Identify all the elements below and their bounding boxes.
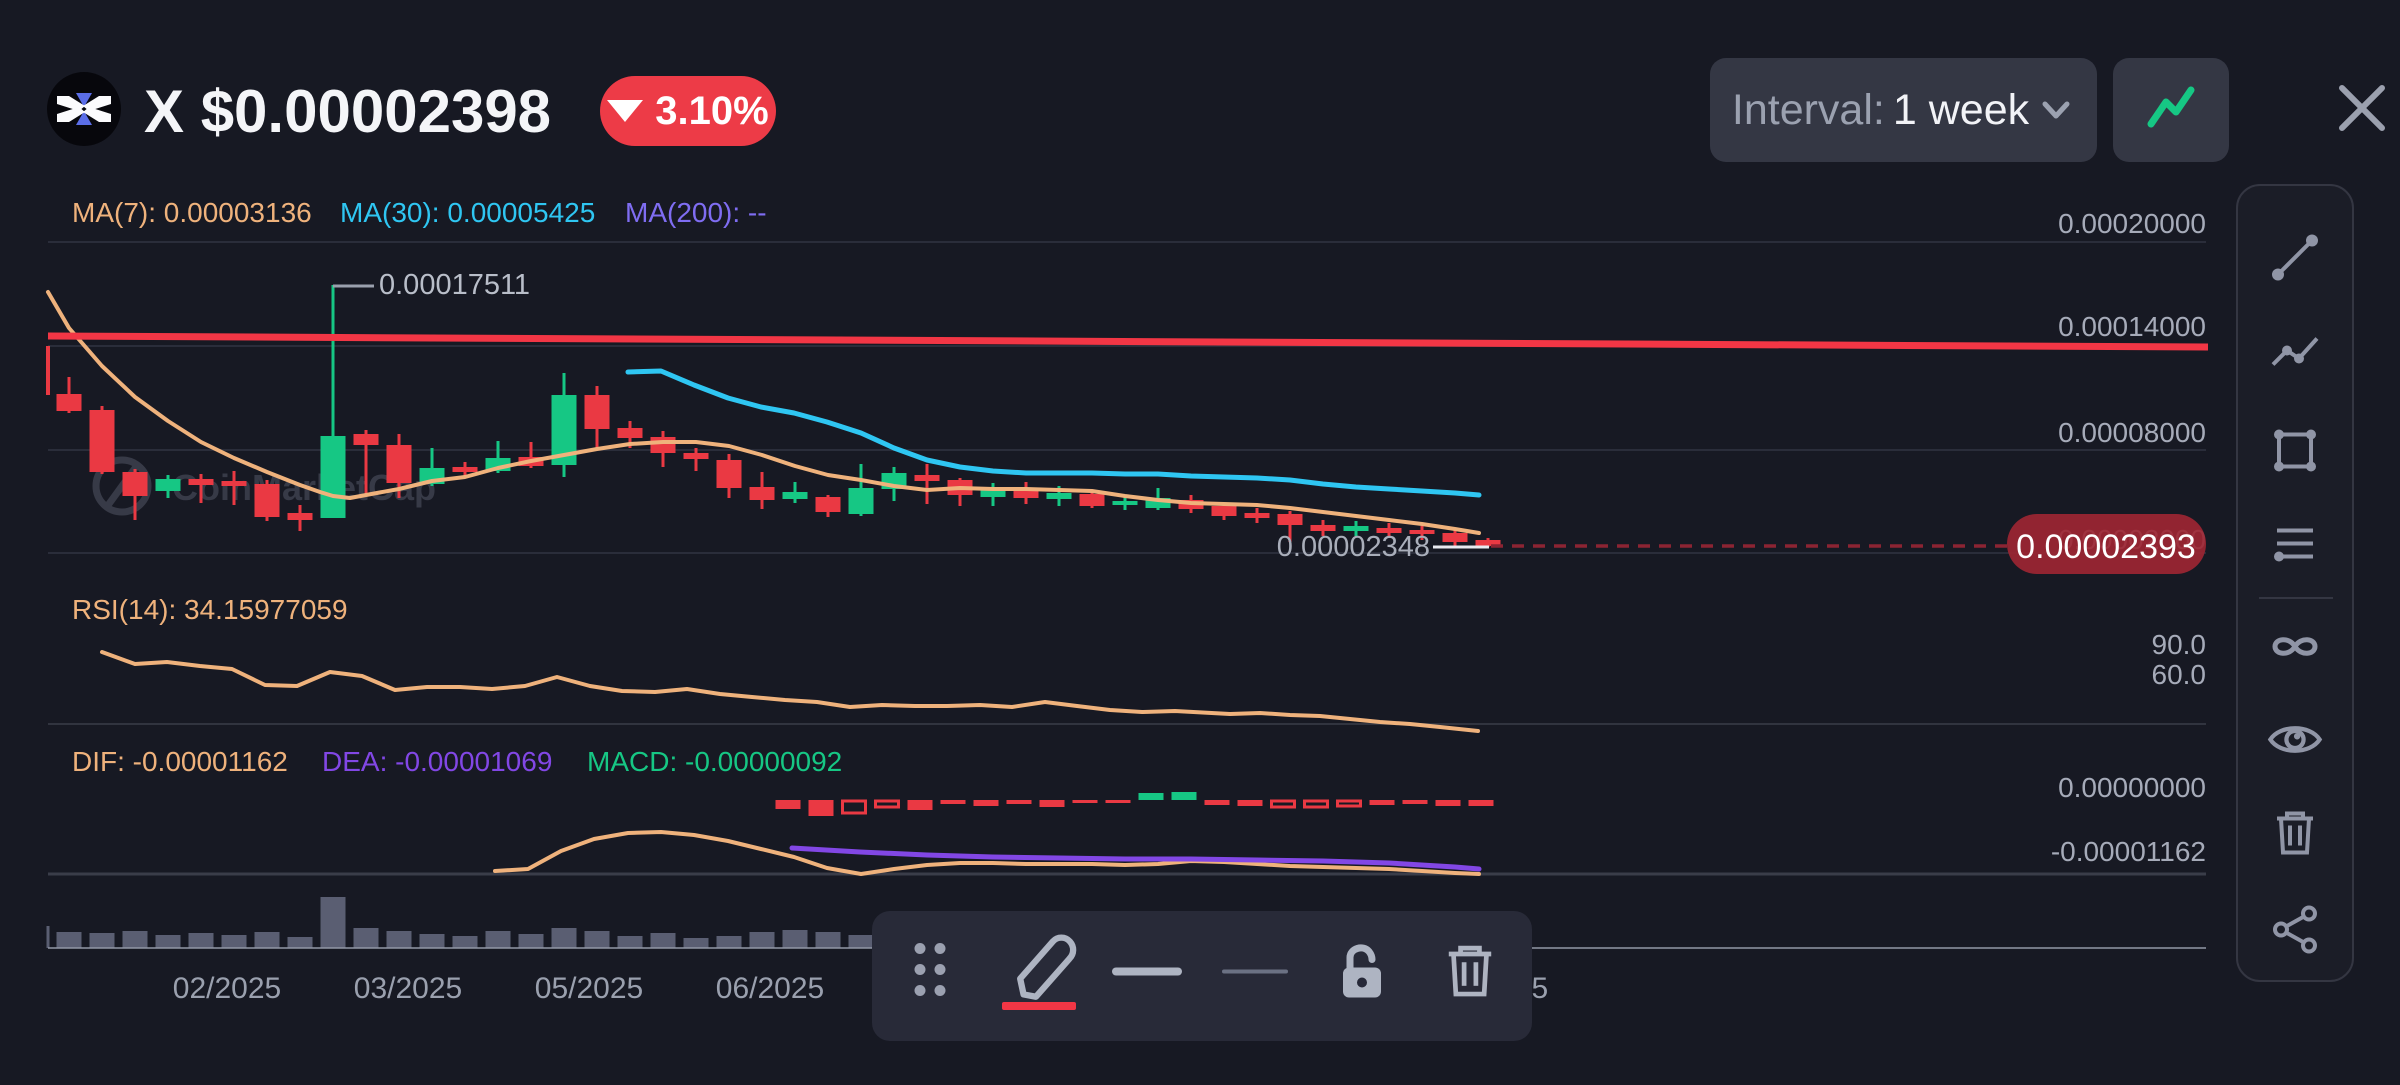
svg-text:-0.00001162: -0.00001162 bbox=[2051, 836, 2206, 867]
svg-text:02/2025: 02/2025 bbox=[173, 972, 281, 1005]
svg-text:0.00000000: 0.00000000 bbox=[2058, 772, 2206, 803]
svg-text:DEA: -0.00001069: DEA: -0.00001069 bbox=[322, 746, 552, 777]
svg-text:0.00002348: 0.00002348 bbox=[1277, 531, 1430, 563]
svg-text:MA(7): 0.00003136: MA(7): 0.00003136 bbox=[72, 197, 312, 228]
svg-text:0.00020000: 0.00020000 bbox=[2058, 208, 2206, 239]
svg-text:0.00017511: 0.00017511 bbox=[379, 269, 530, 301]
svg-text:RSI(14): 34.15977059: RSI(14): 34.15977059 bbox=[72, 594, 348, 625]
svg-text:DIF: -0.00001162: DIF: -0.00001162 bbox=[72, 746, 288, 777]
svg-text:MA(200): --: MA(200): -- bbox=[625, 197, 767, 228]
svg-text:MACD: -0.00000092: MACD: -0.00000092 bbox=[587, 746, 842, 777]
svg-text:0.00008000: 0.00008000 bbox=[2058, 417, 2206, 448]
svg-text:MA(30): 0.00005425: MA(30): 0.00005425 bbox=[340, 197, 595, 228]
svg-text:0.00014000: 0.00014000 bbox=[2058, 311, 2206, 342]
svg-text:06/2025: 06/2025 bbox=[716, 972, 824, 1005]
svg-text:05/2025: 05/2025 bbox=[535, 972, 643, 1005]
svg-text:60.0: 60.0 bbox=[2152, 659, 2207, 690]
svg-text:03/2025: 03/2025 bbox=[354, 972, 462, 1005]
svg-text:90.0: 90.0 bbox=[2152, 629, 2207, 660]
svg-text:0.00002393: 0.00002393 bbox=[2016, 528, 2196, 566]
